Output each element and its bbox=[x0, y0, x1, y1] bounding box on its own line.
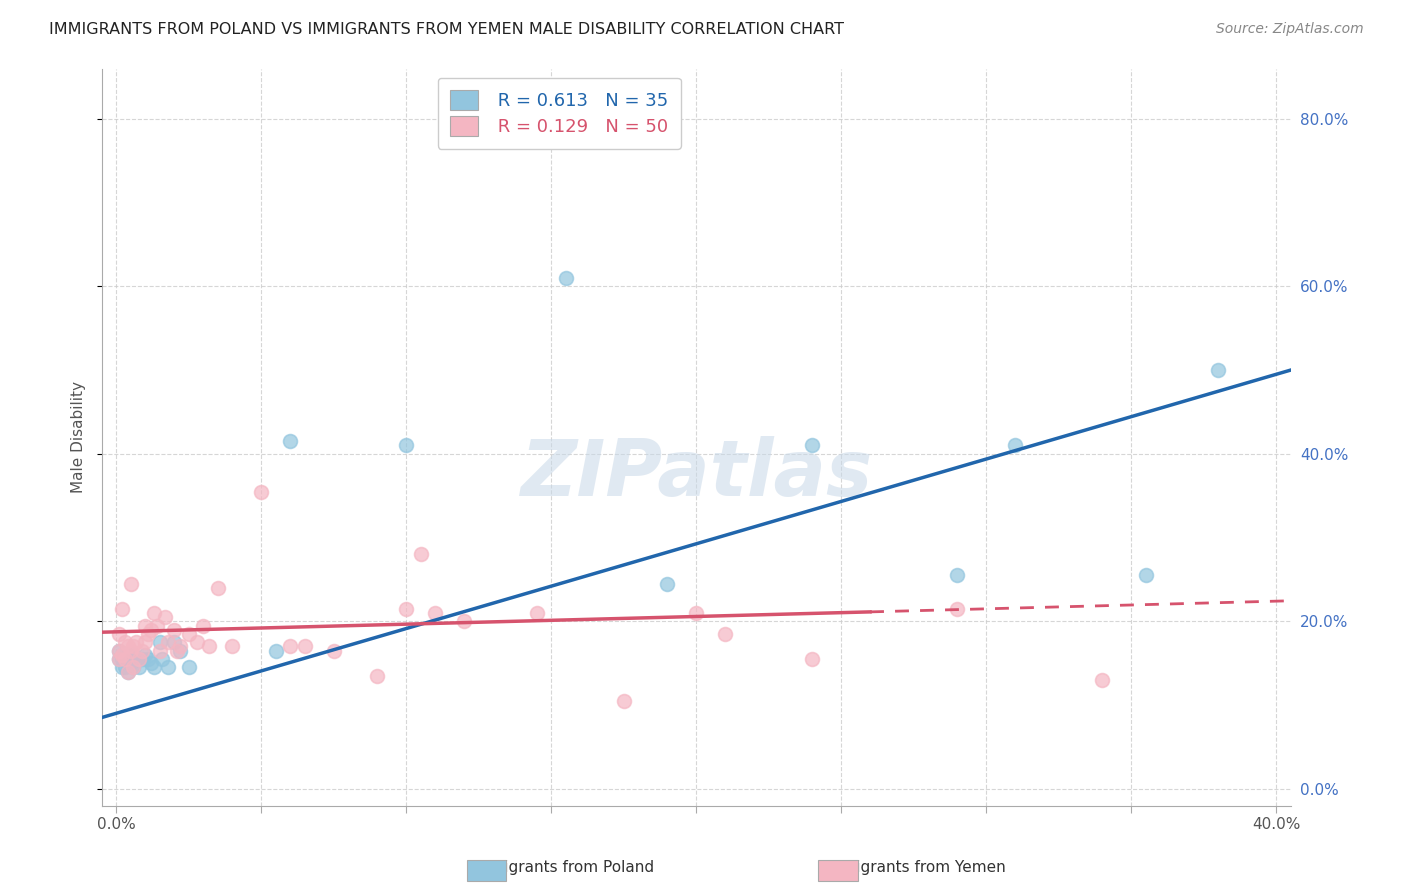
Point bbox=[117, 665, 139, 679]
Point bbox=[125, 635, 148, 649]
Point bbox=[122, 640, 145, 654]
Point bbox=[111, 601, 134, 615]
Point bbox=[294, 640, 316, 654]
Point bbox=[714, 627, 737, 641]
Point bbox=[946, 568, 969, 582]
Text: ZIPatlas: ZIPatlas bbox=[520, 436, 872, 512]
Point bbox=[423, 606, 446, 620]
Point bbox=[117, 665, 139, 679]
Point bbox=[142, 606, 165, 620]
Point bbox=[177, 660, 200, 674]
Point bbox=[108, 643, 131, 657]
Point bbox=[612, 694, 634, 708]
Point bbox=[1091, 673, 1114, 687]
Point bbox=[453, 615, 475, 629]
Point bbox=[685, 606, 707, 620]
Point bbox=[177, 627, 200, 641]
Point bbox=[125, 652, 148, 666]
Point bbox=[114, 652, 136, 666]
Point bbox=[946, 601, 969, 615]
Point bbox=[142, 660, 165, 674]
Point bbox=[114, 652, 136, 666]
Text: Source: ZipAtlas.com: Source: ZipAtlas.com bbox=[1216, 22, 1364, 37]
Point bbox=[148, 635, 170, 649]
Point bbox=[114, 660, 136, 674]
Point bbox=[136, 652, 159, 666]
Point bbox=[120, 657, 142, 671]
Point bbox=[191, 618, 214, 632]
Point bbox=[264, 643, 287, 657]
Point bbox=[152, 652, 174, 666]
Point bbox=[1135, 568, 1157, 582]
Point bbox=[221, 640, 243, 654]
Point bbox=[169, 643, 191, 657]
Point bbox=[120, 576, 142, 591]
Text: Immigrants from Yemen: Immigrants from Yemen bbox=[823, 861, 1005, 875]
Point bbox=[655, 576, 678, 591]
Point bbox=[366, 669, 388, 683]
Point bbox=[108, 643, 131, 657]
Point bbox=[117, 640, 139, 654]
Point bbox=[122, 660, 145, 674]
Point bbox=[148, 643, 170, 657]
Point bbox=[1206, 363, 1229, 377]
Point bbox=[166, 643, 188, 657]
Point bbox=[157, 635, 180, 649]
Point bbox=[139, 657, 162, 671]
Point bbox=[554, 271, 576, 285]
Point bbox=[111, 652, 134, 666]
Point bbox=[409, 547, 432, 561]
Point bbox=[157, 660, 180, 674]
Point bbox=[198, 640, 221, 654]
Point bbox=[120, 652, 142, 666]
Point bbox=[250, 484, 273, 499]
Point bbox=[395, 438, 418, 452]
Point bbox=[145, 618, 167, 632]
Point bbox=[801, 438, 824, 452]
Text: IMMIGRANTS FROM POLAND VS IMMIGRANTS FROM YEMEN MALE DISABILITY CORRELATION CHAR: IMMIGRANTS FROM POLAND VS IMMIGRANTS FRO… bbox=[49, 22, 844, 37]
Point bbox=[163, 635, 186, 649]
Point bbox=[136, 627, 159, 641]
Point bbox=[128, 652, 150, 666]
Point bbox=[278, 434, 301, 449]
Point bbox=[108, 652, 131, 666]
Point bbox=[186, 635, 208, 649]
Text: Immigrants from Poland: Immigrants from Poland bbox=[471, 861, 654, 875]
Point bbox=[108, 652, 131, 666]
Point bbox=[111, 648, 134, 662]
Point bbox=[114, 635, 136, 649]
Point bbox=[108, 627, 131, 641]
Point bbox=[395, 601, 418, 615]
Point bbox=[117, 648, 139, 662]
Point bbox=[134, 618, 156, 632]
Point bbox=[131, 643, 153, 657]
Point bbox=[155, 610, 177, 624]
Legend:  R = 0.613   N = 35,  R = 0.129   N = 50: R = 0.613 N = 35, R = 0.129 N = 50 bbox=[437, 78, 681, 149]
Point bbox=[120, 643, 142, 657]
Point bbox=[207, 581, 229, 595]
Point bbox=[134, 635, 156, 649]
Point bbox=[122, 660, 145, 674]
Point bbox=[322, 643, 344, 657]
Point bbox=[801, 652, 824, 666]
Point bbox=[169, 640, 191, 654]
Point bbox=[163, 623, 186, 637]
Point bbox=[278, 640, 301, 654]
Point bbox=[139, 623, 162, 637]
Point bbox=[128, 660, 150, 674]
Point bbox=[122, 648, 145, 662]
Point bbox=[134, 648, 156, 662]
Y-axis label: Male Disability: Male Disability bbox=[72, 381, 86, 493]
Point bbox=[526, 606, 548, 620]
Point bbox=[131, 652, 153, 666]
Point bbox=[111, 660, 134, 674]
Point bbox=[1004, 438, 1026, 452]
